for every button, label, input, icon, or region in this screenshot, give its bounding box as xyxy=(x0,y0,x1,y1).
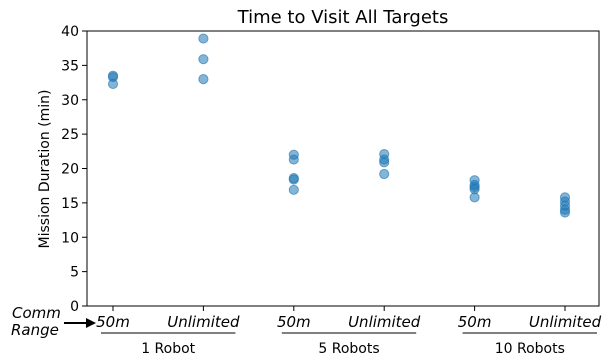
annotation-arrow-head xyxy=(86,318,96,328)
x-category-label: 50m xyxy=(458,313,492,331)
y-axis-label: Mission Duration (min) xyxy=(37,90,53,249)
y-tick-label: 30 xyxy=(61,93,79,109)
annotation-line-1: Comm xyxy=(12,304,61,322)
data-point xyxy=(288,184,299,195)
data-point xyxy=(288,174,299,185)
x-category-label: Unlimited xyxy=(348,313,421,331)
y-tick-label: 5 xyxy=(70,265,79,281)
data-point xyxy=(198,74,209,85)
x-category-label: 50m xyxy=(96,313,130,331)
comm-range-annotation: Comm Range xyxy=(11,304,96,339)
group-label: 10 Robots xyxy=(495,341,565,357)
x-category-labels: 50m Unlimited 50m Unlimited 50m Unlimited xyxy=(96,306,602,331)
data-point xyxy=(198,33,209,44)
y-tick-label: 40 xyxy=(61,24,79,40)
data-points xyxy=(107,33,571,218)
chart-title: Time to Visit All Targets xyxy=(237,7,449,28)
y-axis-ticks: 0 5 10 15 20 25 30 35 40 xyxy=(61,24,87,315)
group-label: 1 Robot xyxy=(141,341,195,357)
plot-frame xyxy=(86,30,600,307)
y-tick-label: 25 xyxy=(61,127,79,143)
data-point xyxy=(288,154,299,165)
y-tick-label: 10 xyxy=(61,230,79,246)
data-point xyxy=(559,207,571,218)
y-tick-label: 0 xyxy=(70,299,79,315)
data-point xyxy=(469,192,480,203)
y-tick-label: 20 xyxy=(61,162,79,178)
group-label: 5 Robots xyxy=(318,341,379,357)
x-category-label: Unlimited xyxy=(529,313,602,331)
x-category-label: 50m xyxy=(277,313,311,331)
y-tick-label: 35 xyxy=(61,58,79,74)
group-labels: 1 Robot 5 Robots 10 Robots xyxy=(101,332,597,357)
x-category-label: Unlimited xyxy=(167,313,240,331)
y-tick-label: 15 xyxy=(61,196,79,212)
data-point xyxy=(107,78,119,90)
data-point xyxy=(379,157,390,168)
data-point xyxy=(198,54,209,65)
data-point xyxy=(379,168,390,180)
annotation-line-2: Range xyxy=(11,321,59,339)
